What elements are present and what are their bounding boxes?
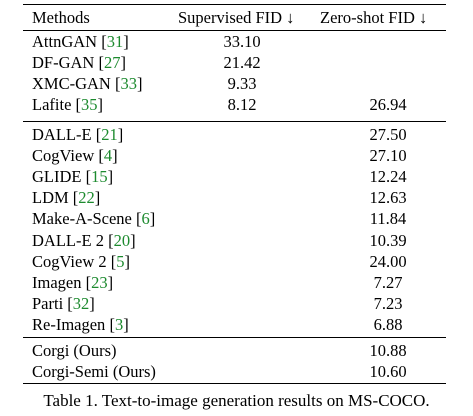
method-name: Parti bbox=[32, 293, 64, 313]
citation-link[interactable]: 27 bbox=[103, 53, 121, 73]
zeroshot-fid-cell: 27.10 bbox=[369, 146, 407, 166]
table-row: Corgi-Semi (Ours) 10.60 bbox=[0, 362, 473, 382]
table-row: XMC-GAN [33] 9.33 bbox=[0, 74, 473, 94]
zeroshot-fid-cell: 6.88 bbox=[373, 314, 403, 334]
citation-link[interactable]: 3 bbox=[114, 314, 124, 334]
table-row: DALL-E [21] 27.50 bbox=[0, 125, 473, 145]
method-name: Lafite bbox=[32, 95, 72, 115]
method-name: CogView bbox=[32, 146, 95, 166]
method-name: Corgi (Ours) bbox=[32, 341, 117, 360]
method-name: GLIDE bbox=[32, 167, 82, 187]
zeroshot-fid-cell: 7.23 bbox=[373, 293, 403, 313]
table-header-row: Methods Supervised FID ↓ Zero-shot FID ↓ bbox=[0, 8, 473, 28]
method-name: DALL-E 2 bbox=[32, 230, 104, 250]
zeroshot-fid-cell: 10.88 bbox=[369, 341, 407, 360]
header-methods: Methods bbox=[32, 8, 90, 27]
table-row: LDM [22] 12.63 bbox=[0, 188, 473, 208]
citation-link[interactable]: 6 bbox=[141, 209, 150, 229]
supervised-fid-cell: 33.10 bbox=[223, 32, 261, 51]
method-name: Corgi-Semi (Ours) bbox=[32, 362, 156, 382]
group-rule-2 bbox=[23, 337, 446, 338]
zeroshot-fid-cell: 24.00 bbox=[369, 251, 407, 271]
method-cell: LDM [22] bbox=[32, 188, 101, 208]
group-rule-1 bbox=[23, 121, 446, 122]
method-cell: Re-Imagen [3] bbox=[32, 314, 129, 334]
table-row: AttnGAN [31] 33.10 bbox=[0, 32, 473, 52]
method-cell: Corgi (Ours) bbox=[32, 341, 116, 361]
method-cell: DF-GAN [27] bbox=[32, 53, 126, 73]
citation-link[interactable]: 5 bbox=[116, 251, 125, 271]
citation-link[interactable]: 23 bbox=[91, 272, 108, 292]
table-row: DF-GAN [27] 21.42 bbox=[0, 53, 473, 73]
table-row: Re-Imagen [3] 6.88 bbox=[0, 315, 473, 335]
method-cell: Corgi-Semi (Ours) bbox=[32, 362, 156, 382]
zeroshot-fid-cell: 7.27 bbox=[373, 272, 403, 292]
citation-link[interactable]: 20 bbox=[113, 230, 131, 250]
method-name: Imagen bbox=[32, 272, 82, 292]
table-row: Corgi (Ours) 10.88 bbox=[0, 341, 473, 361]
zeroshot-fid-cell: 11.84 bbox=[369, 209, 407, 229]
method-name: Make-A-Scene bbox=[32, 209, 132, 229]
table-row: CogView [4] 27.10 bbox=[0, 146, 473, 166]
citation-link[interactable]: 32 bbox=[72, 293, 90, 313]
method-cell: DALL-E 2 [20] bbox=[32, 230, 136, 250]
table-row: CogView 2 [5] 24.00 bbox=[0, 252, 473, 272]
method-name: LDM bbox=[32, 188, 69, 208]
supervised-fid-cell: 21.42 bbox=[223, 53, 261, 73]
method-cell: Lafite [35] bbox=[32, 95, 104, 115]
table-row: Parti [32] 7.23 bbox=[0, 294, 473, 314]
bottom-rule bbox=[23, 383, 446, 384]
citation-link[interactable]: 31 bbox=[106, 32, 124, 51]
method-cell: GLIDE [15] bbox=[32, 167, 114, 187]
method-cell: AttnGAN [31] bbox=[32, 32, 129, 51]
method-name: Re-Imagen bbox=[32, 314, 106, 334]
citation-link[interactable]: 15 bbox=[91, 167, 108, 187]
method-cell: CogView 2 [5] bbox=[32, 251, 131, 271]
supervised-fid-cell: 9.33 bbox=[227, 74, 257, 94]
citation-link[interactable]: 21 bbox=[101, 125, 118, 144]
citation-link[interactable]: 4 bbox=[103, 146, 113, 166]
table-row: Lafite [35] 8.12 26.94 bbox=[0, 95, 473, 115]
citation-link[interactable]: 33 bbox=[120, 74, 137, 94]
method-name: AttnGAN bbox=[32, 32, 98, 51]
table-row: GLIDE [15] 12.24 bbox=[0, 167, 473, 187]
zeroshot-fid-cell: 27.50 bbox=[369, 125, 407, 144]
table-row: Make-A-Scene [6] 11.84 bbox=[0, 209, 473, 229]
zeroshot-fid-cell: 12.63 bbox=[369, 188, 407, 208]
top-rule bbox=[23, 4, 446, 5]
supervised-fid-cell: 8.12 bbox=[227, 95, 257, 115]
method-name: CogView 2 bbox=[32, 251, 107, 271]
method-cell: XMC-GAN [33] bbox=[32, 74, 143, 94]
zeroshot-fid-cell: 10.39 bbox=[369, 230, 407, 250]
table-row: Imagen [23] 7.27 bbox=[0, 273, 473, 293]
method-cell: Imagen [23] bbox=[32, 272, 114, 292]
citation-link[interactable]: 22 bbox=[78, 188, 95, 208]
zeroshot-fid-cell: 10.60 bbox=[369, 362, 407, 382]
header-supervised-fid: Supervised FID ↓ bbox=[178, 8, 295, 27]
method-cell: Make-A-Scene [6] bbox=[32, 209, 156, 229]
zeroshot-fid-cell: 26.94 bbox=[369, 95, 407, 115]
zeroshot-fid-cell: 12.24 bbox=[369, 167, 407, 187]
method-name: XMC-GAN bbox=[32, 74, 111, 94]
table-row: DALL-E 2 [20] 10.39 bbox=[0, 231, 473, 251]
table-caption: Table 1. Text-to-image generation result… bbox=[43, 391, 430, 410]
method-cell: CogView [4] bbox=[32, 146, 118, 166]
header-rule bbox=[23, 30, 446, 31]
method-name: DALL-E bbox=[32, 125, 92, 144]
method-cell: Parti [32] bbox=[32, 293, 95, 313]
citation-link[interactable]: 35 bbox=[81, 95, 98, 115]
method-cell: DALL-E [21] bbox=[32, 125, 124, 144]
method-name: DF-GAN bbox=[32, 53, 95, 73]
header-zeroshot-fid: Zero-shot FID ↓ bbox=[320, 8, 428, 27]
